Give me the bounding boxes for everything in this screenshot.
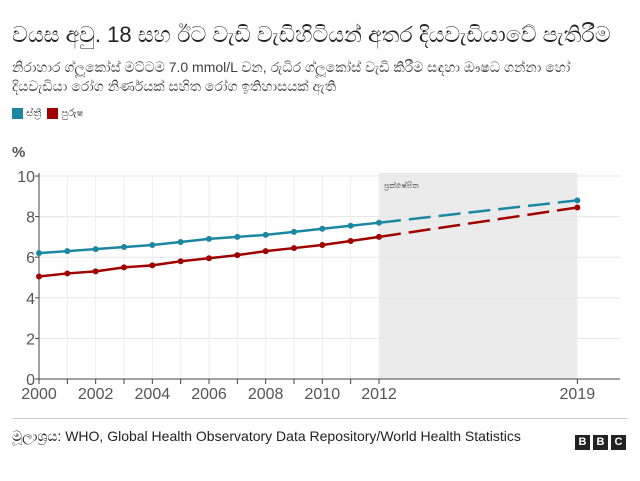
legend-item-women: ස්ත්‍රී: [12, 108, 41, 119]
data-point: [262, 248, 269, 255]
projection-band: [379, 173, 578, 379]
x-tick-label: 2000: [21, 386, 57, 400]
data-point: [36, 250, 42, 257]
data-point: [319, 242, 326, 249]
data-point: [347, 237, 354, 244]
data-point: [234, 252, 241, 259]
legend-label-men: පුරුෂ: [61, 108, 84, 120]
data-point: [177, 238, 184, 245]
data-point: [574, 204, 581, 211]
data-point: [291, 245, 297, 252]
data-point: [376, 219, 382, 226]
x-tick-label: 2002: [78, 386, 114, 400]
x-tick-label: 2004: [135, 386, 171, 400]
chart-subtitle: නිරාහාර ග්ලූකෝස් මට්ටම 7.0 mmol/L වන, රු…: [12, 59, 571, 94]
data-point: [376, 233, 382, 240]
y-tick-label: 6: [26, 250, 35, 267]
data-point: [149, 262, 156, 269]
projection-label: ප්‍රක්ෂේපිත: [383, 180, 419, 190]
data-point: [149, 242, 156, 249]
line-chart: ප්‍රක්ෂේපිත 0 2 4 6 8 10 2000 2002 2004 2006 2008 20…: [12, 144, 620, 400]
data-point: [92, 246, 99, 253]
y-axis-unit: %: [12, 144, 25, 161]
y-tick-label: 10: [17, 169, 35, 186]
data-point: [262, 231, 269, 238]
x-tick-label: 2006: [191, 386, 227, 400]
data-point: [206, 255, 212, 262]
data-point: [347, 222, 354, 229]
data-point: [64, 270, 71, 277]
y-tick-label: 8: [26, 210, 35, 227]
data-point: [121, 264, 127, 271]
legend-item-men: පුරුෂ: [47, 108, 83, 119]
series-projection-line-0: [378, 199, 578, 224]
legend: ස්ත්‍රී පුරුෂ: [12, 108, 83, 119]
legend-label-women: ස්ත්‍රී: [26, 108, 42, 120]
data-point: [92, 268, 99, 275]
y-tick-label: 2: [26, 331, 35, 348]
chart-title: වයස අවු. 18 සහ ඊට වැඩි වැඩිහිටියන් අතර ද…: [12, 22, 611, 47]
x-tick-label: 2010: [305, 386, 341, 400]
data-point: [319, 225, 326, 232]
data-point: [291, 228, 297, 235]
data-point: [206, 235, 212, 242]
data-point: [177, 258, 184, 265]
legend-swatch-women: [12, 108, 23, 119]
data-point: [574, 197, 581, 204]
x-tick-label: 2012: [361, 386, 397, 400]
footer-divider: [12, 418, 628, 419]
data-point: [234, 233, 241, 240]
data-point: [121, 244, 127, 251]
y-tick-label: 0: [26, 372, 35, 389]
x-tick-label: 2019: [560, 386, 596, 400]
y-tick-label: 4: [26, 291, 35, 308]
data-point: [36, 273, 42, 280]
x-tick-label: 2008: [248, 386, 284, 400]
source-text: මූලාශ්‍රය: WHO, Global Health Observator…: [12, 428, 521, 444]
legend-swatch-men: [47, 108, 59, 119]
data-point: [64, 248, 71, 255]
series-projection-line-1: [378, 206, 578, 239]
